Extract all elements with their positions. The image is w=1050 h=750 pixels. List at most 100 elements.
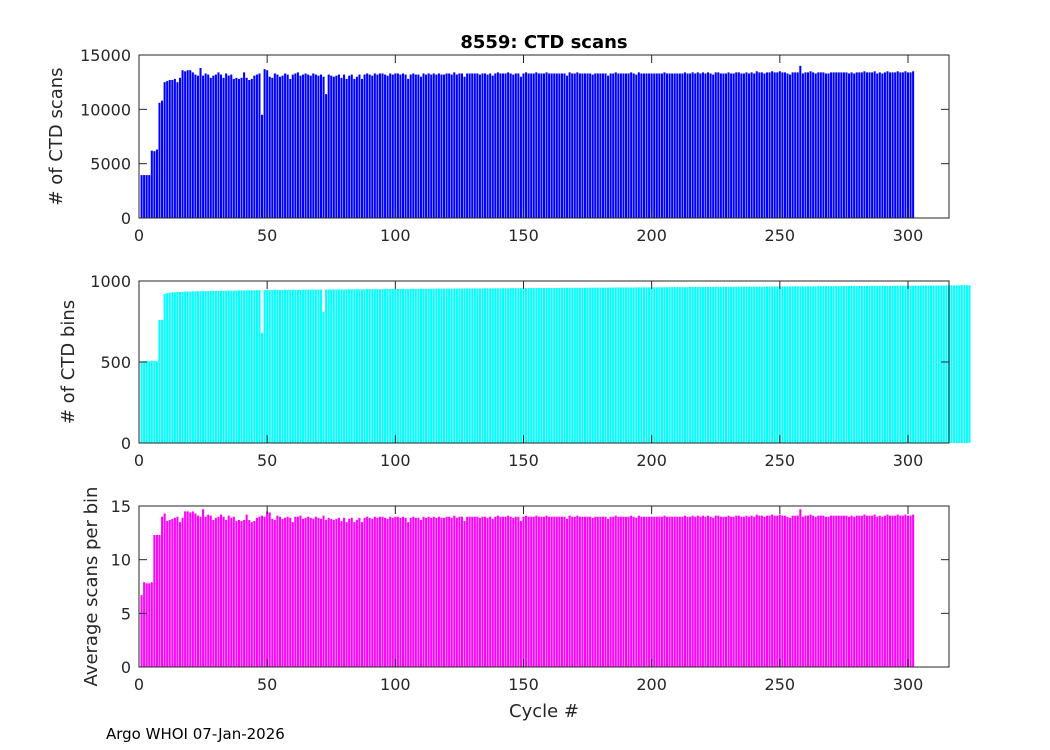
bar <box>742 286 745 443</box>
y-tick-label: 1000 <box>90 272 131 291</box>
bar <box>824 286 827 443</box>
bar <box>304 73 307 218</box>
bar <box>401 73 405 218</box>
bar <box>658 287 661 443</box>
bar <box>794 286 797 443</box>
bar <box>145 175 148 218</box>
bar <box>391 74 394 218</box>
bar <box>604 287 607 443</box>
bar <box>858 515 861 667</box>
bar <box>350 289 353 443</box>
bar <box>589 73 592 218</box>
bar <box>317 517 320 667</box>
bar <box>673 73 676 218</box>
bar <box>494 288 497 443</box>
bar <box>860 72 863 218</box>
bar <box>450 74 453 218</box>
bar <box>835 72 838 218</box>
bar <box>850 515 853 667</box>
bar <box>401 516 405 667</box>
bar <box>786 73 789 218</box>
bar <box>719 516 722 667</box>
bar <box>891 515 894 667</box>
bar <box>319 289 323 443</box>
bar <box>266 290 269 443</box>
bar <box>161 100 164 218</box>
bar <box>166 81 169 218</box>
bar <box>148 361 151 443</box>
bar <box>563 516 566 667</box>
bar <box>612 73 615 218</box>
bar <box>583 287 587 443</box>
bar <box>824 73 827 218</box>
bar <box>901 515 904 667</box>
bar <box>850 286 853 443</box>
bar <box>768 286 771 443</box>
bar <box>819 72 822 218</box>
bar <box>671 516 674 667</box>
bar <box>225 290 228 443</box>
bar <box>640 516 643 667</box>
bar <box>701 515 704 667</box>
bar <box>217 72 220 218</box>
x-tick-label: 0 <box>134 451 144 470</box>
bar <box>589 516 592 667</box>
axes-box <box>138 505 950 668</box>
bar <box>617 287 620 443</box>
bar <box>376 289 379 443</box>
bar <box>378 289 381 443</box>
bar <box>566 518 569 667</box>
bar <box>299 75 302 219</box>
bar <box>560 516 563 667</box>
bar <box>724 516 728 667</box>
bar <box>589 287 592 443</box>
bar <box>835 286 838 443</box>
chart-ctd-bins: 0 50 100 150 200 250 300 0 500 1000 # of CTD bins <box>58 272 971 470</box>
bar <box>207 514 210 667</box>
bar <box>809 71 812 218</box>
bar <box>596 73 599 218</box>
bar <box>912 71 915 218</box>
bar <box>748 73 751 218</box>
bar <box>386 288 389 443</box>
bar <box>778 286 781 443</box>
bar <box>194 291 197 443</box>
bar <box>176 82 179 218</box>
bar <box>571 73 574 218</box>
bar <box>230 74 233 218</box>
bar <box>181 70 184 219</box>
bar <box>399 288 402 443</box>
bar <box>204 73 207 218</box>
bar <box>919 285 922 443</box>
bar <box>399 517 402 667</box>
bar <box>278 289 282 443</box>
bar <box>689 73 692 218</box>
bar <box>343 289 346 443</box>
bar <box>650 287 653 443</box>
bar <box>699 73 702 218</box>
bar <box>545 515 548 667</box>
bar <box>235 521 238 667</box>
bar <box>448 73 451 218</box>
bar <box>253 521 256 667</box>
bar <box>914 285 917 443</box>
bar <box>819 286 822 443</box>
bar <box>883 72 886 218</box>
bar <box>360 289 364 443</box>
bar <box>845 286 848 443</box>
bar <box>781 72 784 218</box>
bar <box>753 516 756 667</box>
bar <box>178 522 182 667</box>
bar <box>922 285 925 443</box>
bar <box>653 73 656 218</box>
bar-series <box>140 509 915 667</box>
bar <box>642 73 645 218</box>
bar <box>273 289 276 443</box>
bar <box>294 73 297 218</box>
bar <box>217 516 220 667</box>
bar <box>581 73 584 218</box>
bar <box>758 515 761 667</box>
bar <box>632 516 635 667</box>
bar <box>758 286 761 443</box>
bar <box>455 74 458 218</box>
